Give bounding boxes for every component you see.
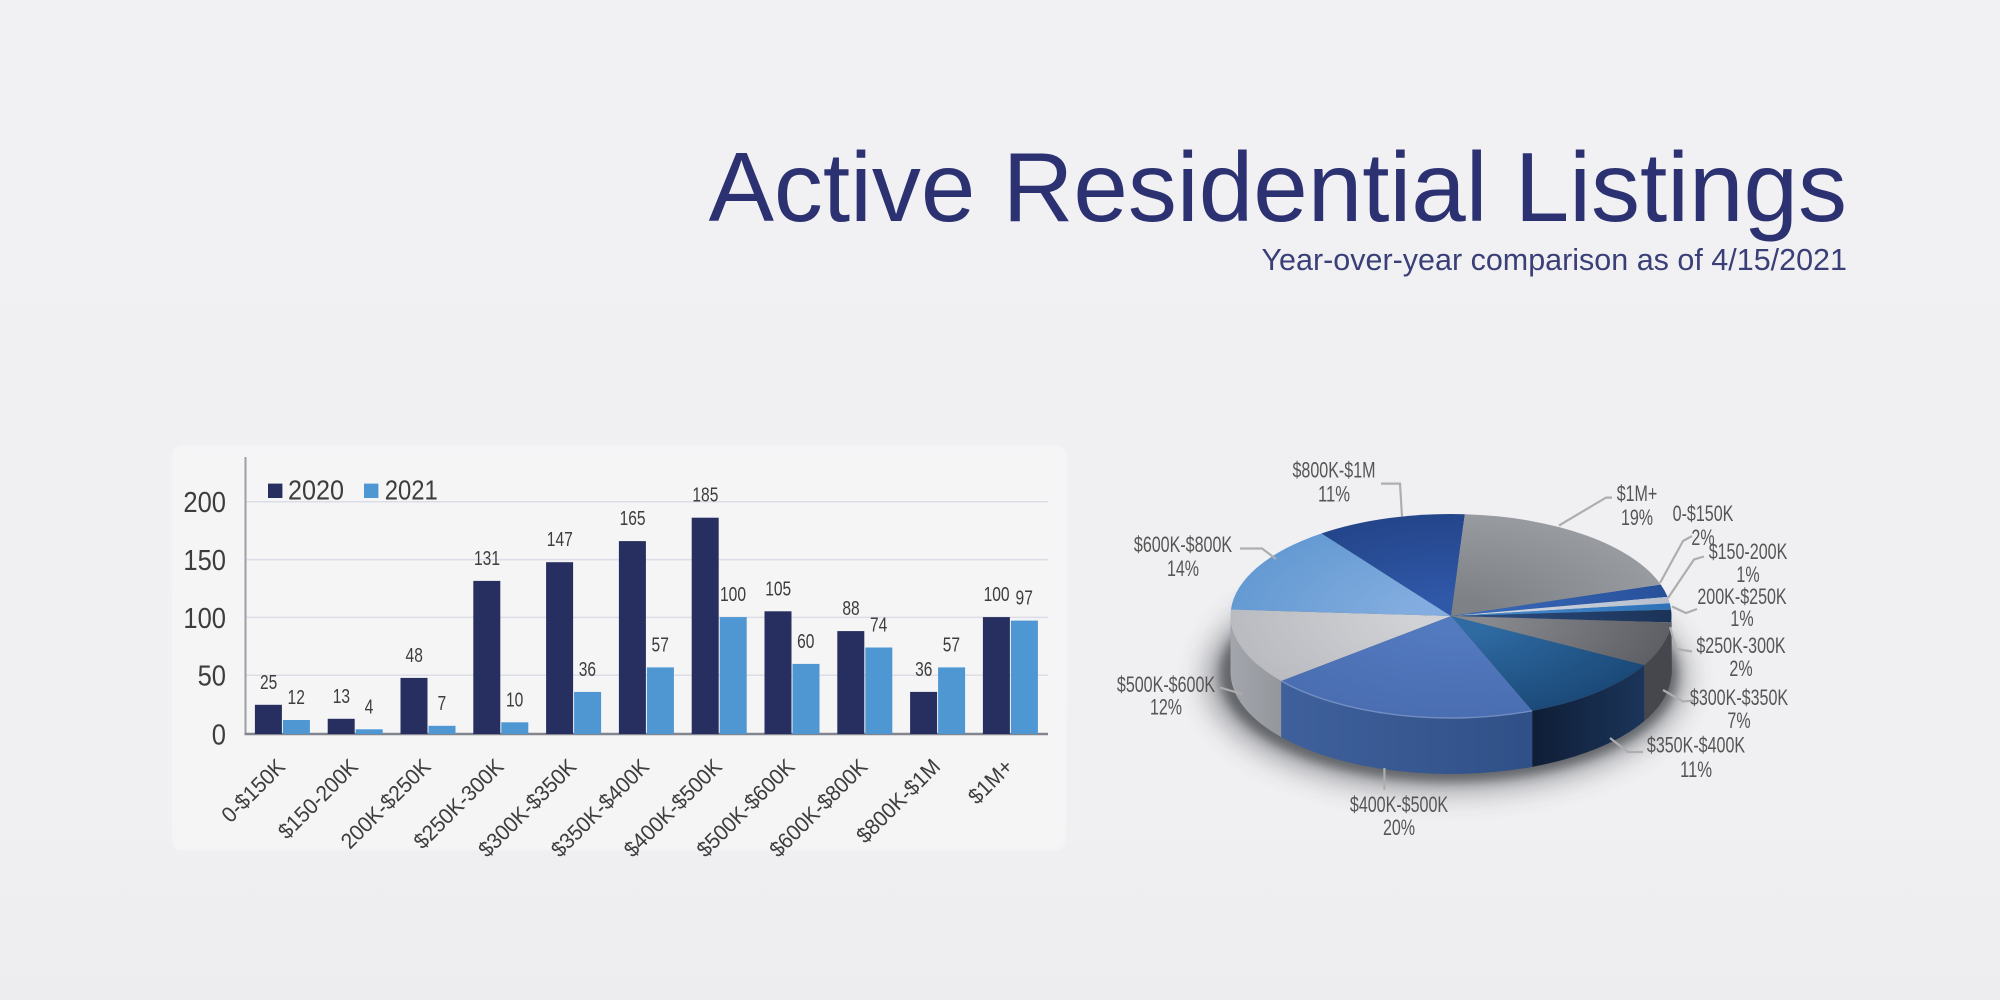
- svg-text:131: 131: [474, 548, 500, 570]
- svg-text:10: 10: [506, 689, 523, 711]
- svg-text:100: 100: [984, 584, 1010, 606]
- svg-text:88: 88: [842, 598, 859, 620]
- svg-text:2%: 2%: [1729, 656, 1752, 681]
- svg-text:105: 105: [765, 578, 791, 600]
- svg-text:$500K-$600K: $500K-$600K: [1117, 672, 1215, 697]
- svg-text:2020: 2020: [288, 475, 344, 506]
- svg-text:$1M+: $1M+: [1617, 481, 1658, 506]
- svg-text:36: 36: [915, 659, 932, 681]
- svg-text:19%: 19%: [1621, 505, 1653, 530]
- svg-text:13: 13: [333, 686, 350, 708]
- svg-text:12: 12: [288, 687, 305, 709]
- svg-text:2%: 2%: [1691, 525, 1714, 550]
- svg-text:$250K-300K: $250K-300K: [1696, 633, 1786, 658]
- svg-text:165: 165: [620, 508, 646, 530]
- svg-text:100: 100: [720, 584, 746, 606]
- svg-text:100: 100: [183, 603, 226, 635]
- svg-text:0: 0: [212, 719, 226, 751]
- svg-text:60: 60: [797, 631, 814, 653]
- svg-text:1%: 1%: [1736, 562, 1759, 587]
- svg-text:$350K-$400K: $350K-$400K: [1647, 733, 1745, 758]
- svg-text:1%: 1%: [1730, 606, 1753, 631]
- svg-text:185: 185: [692, 485, 718, 507]
- svg-text:7%: 7%: [1727, 708, 1750, 733]
- svg-text:97: 97: [1016, 588, 1033, 610]
- svg-text:12%: 12%: [1150, 695, 1182, 720]
- svg-text:$150-200K: $150-200K: [1709, 539, 1788, 564]
- svg-text:36: 36: [579, 659, 596, 681]
- svg-text:Active Residential Listings: Active Residential Listings: [709, 132, 1847, 242]
- svg-text:74: 74: [870, 615, 887, 637]
- svg-text:7: 7: [437, 693, 446, 715]
- svg-text:2021: 2021: [385, 475, 438, 506]
- svg-text:200: 200: [183, 487, 226, 519]
- svg-text:25: 25: [260, 672, 277, 694]
- svg-text:14%: 14%: [1167, 556, 1199, 581]
- svg-text:150: 150: [183, 545, 226, 577]
- svg-text:$400K-$500K: $400K-$500K: [1350, 792, 1448, 817]
- svg-text:$800K-$1M: $800K-$1M: [1293, 458, 1376, 483]
- svg-text:$600K-$800K: $600K-$800K: [1134, 532, 1232, 557]
- svg-text:$300K-$350K: $300K-$350K: [1690, 685, 1788, 710]
- svg-text:57: 57: [943, 634, 960, 656]
- svg-text:57: 57: [652, 634, 669, 656]
- svg-text:200K-$250K: 200K-$250K: [1697, 584, 1787, 609]
- svg-text:48: 48: [406, 645, 423, 667]
- svg-text:11%: 11%: [1318, 482, 1350, 507]
- svg-text:Year-over-year comparison as o: Year-over-year comparison as of 4/15/202…: [1262, 243, 1848, 277]
- svg-text:20%: 20%: [1383, 815, 1415, 840]
- svg-text:4: 4: [365, 696, 374, 718]
- svg-text:0-$150K: 0-$150K: [1673, 501, 1734, 526]
- svg-text:50: 50: [198, 661, 226, 693]
- svg-text:147: 147: [547, 529, 573, 551]
- svg-text:11%: 11%: [1680, 757, 1712, 782]
